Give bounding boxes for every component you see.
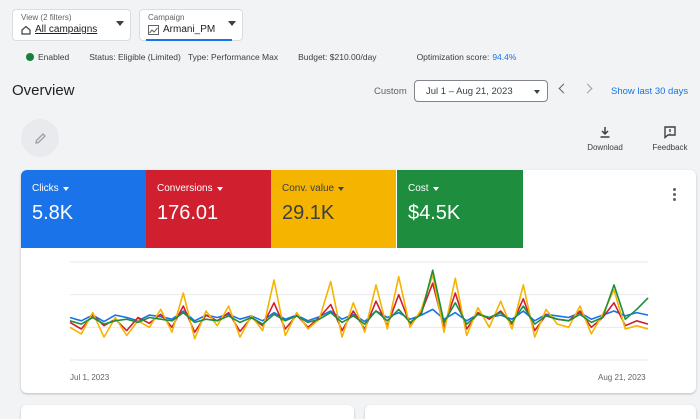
chevron-down-icon — [534, 90, 540, 94]
performance-chart-card: Clicks 5.8K Conversions 176.01 Conv. val… — [21, 170, 696, 393]
bottom-card-left — [21, 405, 354, 419]
x-axis-end-label: Aug 21, 2023 — [598, 373, 646, 382]
edit-button[interactable] — [21, 119, 59, 157]
line-chart — [69, 261, 649, 361]
optimization-score-label: Optimization score: — [416, 52, 490, 62]
download-button[interactable]: Download — [584, 125, 626, 152]
view-filter-label: View (2 filters) — [21, 13, 72, 22]
metric-tile-clicks[interactable]: Clicks 5.8K — [21, 170, 146, 248]
download-label: Download — [587, 143, 623, 152]
eligibility-status: Status: Eligible (Limited) — [89, 52, 181, 62]
series-line-conv-value — [69, 274, 649, 340]
performance-max-icon — [148, 25, 159, 35]
enabled-status-icon — [26, 53, 34, 61]
campaign-type: Type: Performance Max — [187, 52, 279, 62]
feedback-icon — [664, 126, 676, 139]
date-range-picker[interactable]: Jul 1 – Aug 21, 2023 — [414, 80, 548, 102]
next-period-button[interactable] — [582, 83, 593, 94]
campaign-filter-dropdown[interactable]: Campaign Armani_PM — [139, 9, 243, 41]
metric-tile-conv-value[interactable]: Conv. value 29.1K — [271, 170, 396, 248]
page-title: Overview — [12, 82, 75, 99]
view-filter-value: All campaigns — [35, 24, 98, 35]
chevron-down-icon — [432, 186, 439, 191]
campaign-budget[interactable]: Budget: $210.00/day — [298, 52, 377, 62]
show-last-30-days-link[interactable]: Show last 30 days — [611, 86, 689, 97]
chevron-down-icon — [338, 186, 345, 191]
campaign-filter-label: Campaign — [148, 13, 185, 22]
x-axis-start-label: Jul 1, 2023 — [70, 373, 110, 382]
metric-value: 176.01 — [157, 202, 219, 224]
download-icon — [600, 127, 610, 138]
date-range-type-label: Custom — [374, 86, 407, 97]
more-options-button[interactable] — [669, 188, 679, 204]
pencil-icon — [34, 132, 46, 144]
chevron-down-icon — [116, 21, 124, 26]
metric-label: Conversions — [157, 183, 213, 194]
metric-value: 29.1K — [282, 202, 335, 224]
metric-value: 5.8K — [32, 202, 74, 224]
date-range-value: Jul 1 – Aug 21, 2023 — [426, 86, 513, 97]
chevron-down-icon — [216, 186, 223, 191]
feedback-label: Feedback — [652, 143, 688, 152]
bottom-card-right — [365, 405, 696, 419]
metric-tile-conversions[interactable]: Conversions 176.01 — [146, 170, 271, 248]
home-icon — [21, 25, 31, 35]
chevron-down-icon — [62, 186, 69, 191]
active-underline — [146, 39, 232, 41]
metric-label: Clicks — [32, 183, 59, 194]
metric-tile-cost[interactable]: Cost $4.5K — [397, 170, 523, 248]
optimization-score-value[interactable]: 94.4% — [492, 52, 517, 62]
enabled-status[interactable]: Enabled — [38, 52, 70, 62]
metric-value: $4.5K — [408, 202, 461, 224]
series-line-cost — [69, 269, 649, 325]
feedback-button[interactable]: Feedback — [648, 125, 692, 152]
previous-period-button[interactable] — [558, 83, 569, 94]
campaign-filter-value: Armani_PM — [163, 24, 216, 35]
campaign-status-row: Enabled Status: Eligible (Limited) Type:… — [26, 52, 516, 62]
metric-label: Conv. value — [282, 183, 335, 194]
metric-label: Cost — [408, 183, 429, 194]
view-filter-dropdown[interactable]: View (2 filters) All campaigns — [12, 9, 131, 41]
chevron-down-icon — [228, 21, 236, 26]
